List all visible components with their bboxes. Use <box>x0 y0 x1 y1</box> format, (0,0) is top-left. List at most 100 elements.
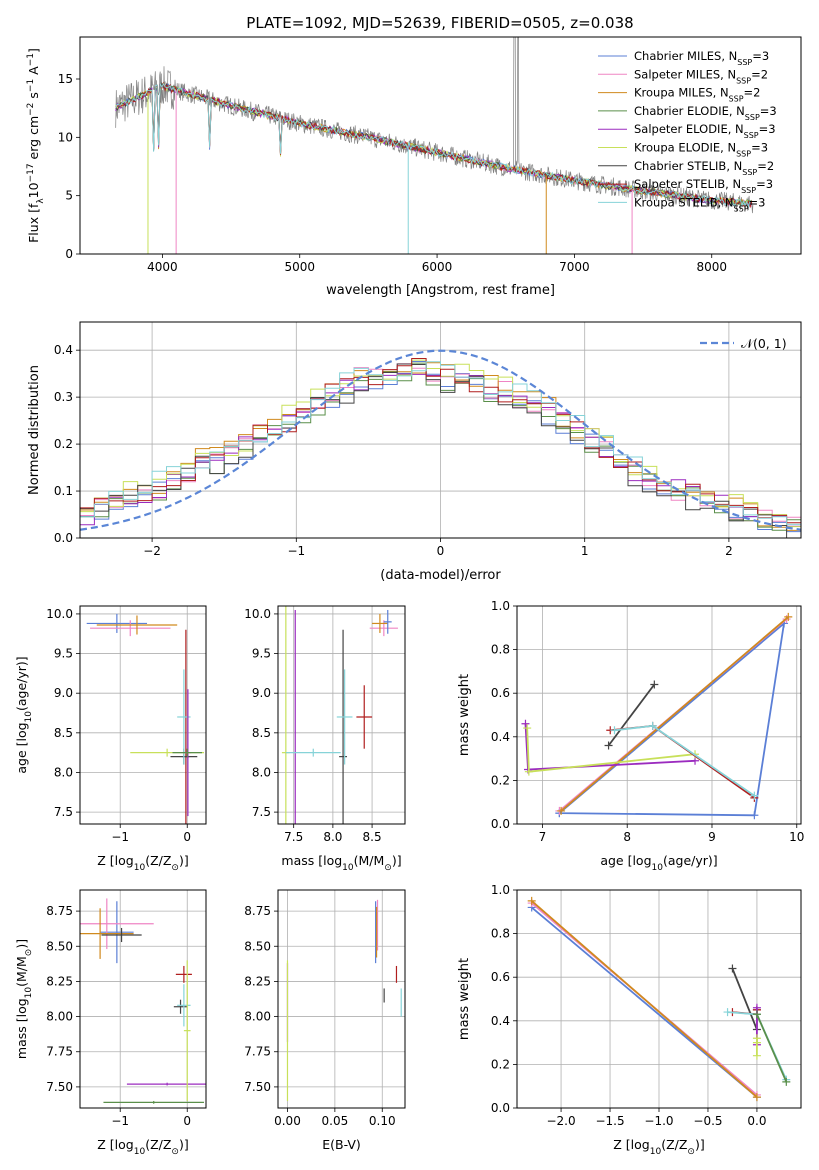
mass-vs-Z-ytick-label: 8.75 <box>46 904 73 918</box>
mass-vs-Z-plot-area <box>80 898 206 1104</box>
weight-vs-age-marker-0 <box>750 811 759 820</box>
spectrum-panel: 4000 5000 6000 7000 8000 0 5 10 15 Flux [fλ10−17 … <box>26 36 802 298</box>
residuals-ylabel: Normed distribution <box>27 365 42 495</box>
age-vs-Z-ytick-label: 10.0 <box>46 607 73 621</box>
weight-vs-Z-marker-7 <box>752 1038 761 1047</box>
mass-vs-Z-ytick-label: 8.50 <box>46 939 73 953</box>
mass-vs-EBV-panel: 0.00 0.05 0.10 7.50 7.75 8.00 8.25 8.50 8.75 E(B-… <box>244 889 406 1152</box>
weight-vs-age-marker-5 <box>604 741 613 750</box>
weight-vs-age-marker-4 <box>524 767 533 776</box>
weight-vs-age-plot-area <box>521 612 793 820</box>
weight-vs-age-xtick-label: 7 <box>539 830 547 844</box>
age-vs-mass-ytick-label: 7.5 <box>252 805 271 819</box>
residuals-ytick-label: 0.4 <box>54 343 73 357</box>
model-spectrum-line-7 <box>115 81 753 209</box>
weight-vs-age-marker-3 <box>521 719 530 728</box>
residuals-ytick-label: 0.1 <box>54 484 73 498</box>
legend-label-3: Chabrier ELODIE, NSSP=3 <box>634 104 777 122</box>
weight-vs-Z-ytick-label: 0.4 <box>491 1014 510 1028</box>
weight-vs-Z-marker-2 <box>527 896 536 905</box>
age-vs-mass-ytick-label: 8.0 <box>252 765 271 779</box>
spectrum-ytick-label: 15 <box>58 72 73 86</box>
spectrum-frame <box>79 36 802 255</box>
mass-vs-Z-ytick-label: 8.25 <box>46 974 73 988</box>
mass-vs-Z-ytick-label: 7.50 <box>46 1080 73 1094</box>
spectrum-ylabel: Flux [fλ10−17 erg cm−2 s−1 A−1] <box>26 48 46 243</box>
weight-vs-Z-plot-area <box>527 896 791 1102</box>
mass-vs-Z-xtick-label: 0 <box>183 1114 191 1128</box>
mass-vs-EBV-ytick-label: 8.75 <box>244 904 271 918</box>
weight-vs-Z-ytick-label: 0.8 <box>491 927 510 941</box>
mass-vs-EBV-xtick-label: 0.10 <box>369 1114 396 1128</box>
residuals-panel: −2 −1 0 1 2 0.0 0.1 0.2 0.3 0.4 𝒩(0, 1) Normed dist… <box>27 321 802 583</box>
age-vs-Z-xtick-label: 0 <box>183 830 191 844</box>
legend-label-0: Chabrier MILES, NSSP=3 <box>634 49 769 67</box>
residuals-xtick-label: 0 <box>437 544 445 558</box>
spectrum-xtick-label: 7000 <box>559 260 590 274</box>
residuals-xlabel: (data-model)/error <box>380 568 501 583</box>
weight-vs-age-line-0 <box>558 621 786 817</box>
residuals-xtick-label: −2 <box>143 544 161 558</box>
weight-vs-age-ytick-label: 0.4 <box>491 730 510 744</box>
weight-vs-Z-frame <box>516 889 802 1109</box>
mass-vs-EBV-frame <box>277 889 406 1109</box>
spectrum-xtick-label: 5000 <box>284 260 315 274</box>
residuals-plot-area <box>80 349 801 538</box>
weight-vs-age-xtick-label: 9 <box>708 830 716 844</box>
weight-vs-age-ytick-label: 0.8 <box>491 643 510 657</box>
residual-hist-6 <box>80 363 801 538</box>
mass-vs-EBV-plot-area <box>286 899 402 1101</box>
mass-vs-Z-ylabel: mass [log10(M/M⊙)] <box>14 939 34 1059</box>
weight-vs-Z-xtick-label: −0.5 <box>693 1114 722 1128</box>
mass-vs-Z-frame <box>79 889 207 1109</box>
weight-vs-age-marker-4 <box>523 724 532 733</box>
age-vs-mass-xtick-label: 8.5 <box>363 830 382 844</box>
weight-vs-Z-xtick-label: 0.0 <box>747 1114 766 1128</box>
weight-vs-age-line-5 <box>607 683 656 747</box>
age-vs-Z-panel: −1 0 7.5 8.0 8.5 9.0 9.5 10.0 Z [log10(Z/Z⊙)] age… <box>14 605 207 873</box>
age-vs-mass-xlabel: mass [log10(M/M⊙)] <box>281 853 401 873</box>
residuals-ytick-label: 0.2 <box>54 437 73 451</box>
weight-vs-age-ytick-label: 0.6 <box>491 686 510 700</box>
mass-vs-Z-xlabel: Z [log10(Z/Z⊙)] <box>97 1137 188 1157</box>
weight-vs-Z-line-8 <box>756 1013 788 1083</box>
age-vs-Z-plot-area <box>86 613 204 824</box>
mass-vs-Z-ytick-label: 8.00 <box>46 1010 73 1024</box>
weight-vs-Z-ytick-label: 0.6 <box>491 970 510 984</box>
figure-title: PLATE=1092, MJD=52639, FIBERID=0505, z=0… <box>246 14 633 32</box>
age-vs-Z-ytick-label: 9.0 <box>54 686 73 700</box>
weight-vs-Z-line-3 <box>731 968 758 1030</box>
spectrum-xtick-label: 4000 <box>147 260 178 274</box>
age-vs-mass-ytick-label: 9.5 <box>252 647 271 661</box>
weight-vs-age-xlabel: age [log10(age/yr)] <box>600 853 717 873</box>
age-vs-mass-ytick-label: 8.5 <box>252 726 271 740</box>
residuals-xtick-label: 1 <box>581 544 589 558</box>
weight-vs-Z-xtick-label: −1.5 <box>595 1114 624 1128</box>
weight-vs-age-xtick-label: 10 <box>789 830 804 844</box>
age-vs-mass-xtick-label: 8.0 <box>323 830 342 844</box>
weight-vs-Z-ytick-label: 0.0 <box>491 1101 510 1115</box>
weight-vs-Z-marker-8 <box>752 1010 761 1019</box>
legend-label-4: Salpeter ELODIE, NSSP=3 <box>634 122 776 140</box>
mass-vs-EBV-ytick-label: 7.50 <box>244 1080 271 1094</box>
weight-vs-age-xtick-label: 8 <box>623 830 631 844</box>
legend-label-1: Salpeter MILES, NSSP=2 <box>634 67 768 85</box>
age-vs-Z-xtick-label: −1 <box>111 830 129 844</box>
age-vs-mass-frame <box>277 605 406 825</box>
legend-label-7: Salpeter STELIB, NSSP=3 <box>634 177 773 195</box>
weight-vs-Z-ytick-label: 1.0 <box>491 883 510 897</box>
weight-vs-Z-ytick-label: 0.2 <box>491 1057 510 1071</box>
weight-vs-Z-ylabel: mass weight <box>457 958 472 1040</box>
weight-vs-Z-xlabel: Z [log10(Z/Z⊙)] <box>613 1137 704 1157</box>
mass-vs-Z-ytick-label: 7.75 <box>46 1045 73 1059</box>
legend-label-5: Kroupa ELODIE, NSSP=3 <box>634 141 768 159</box>
normal-curve <box>80 349 801 531</box>
mass-vs-EBV-xtick-label: 0.00 <box>274 1114 301 1128</box>
spectrum-plot-area <box>115 37 754 254</box>
legend-label-8: Kroupa STELIB, NSSP=3 <box>634 195 765 213</box>
residuals-frame <box>79 321 802 539</box>
mass-vs-EBV-ytick-label: 8.25 <box>244 974 271 988</box>
residuals-ytick-label: 0.3 <box>54 390 73 404</box>
age-vs-mass-plot-area <box>281 606 398 824</box>
